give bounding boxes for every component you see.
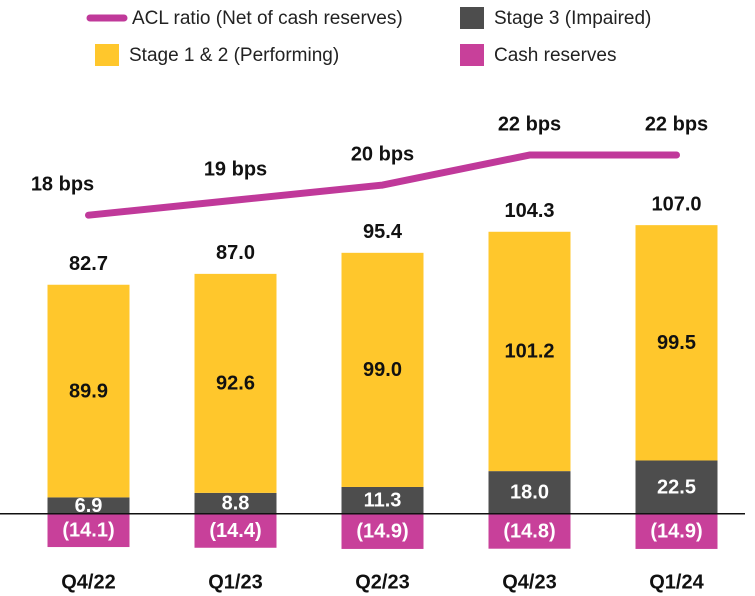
line-series <box>85 151 680 219</box>
total-label: 104.3 <box>504 200 554 222</box>
x-tick-label: Q4/22 <box>61 571 115 593</box>
total-label: 87.0 <box>216 242 255 264</box>
value-label: 18.0 <box>510 482 549 504</box>
legend-label: Stage 3 (Impaired) <box>494 8 651 29</box>
value-label: 101.2 <box>504 341 554 363</box>
bar-segment <box>635 460 718 514</box>
total-label: 107.0 <box>651 193 701 215</box>
legend-label: Cash reserves <box>494 45 617 66</box>
legend-swatch <box>460 7 484 29</box>
legend-label: ACL ratio (Net of cash reserves) <box>132 8 403 29</box>
value-label: (14.9) <box>650 521 702 543</box>
value-label: (14.8) <box>503 520 555 542</box>
value-label: (14.1) <box>62 520 114 542</box>
value-label: 8.8 <box>222 493 250 515</box>
legend-swatch <box>460 44 484 66</box>
x-tick-label: Q2/23 <box>355 571 409 593</box>
value-label: 99.5 <box>657 332 696 354</box>
bar-segment <box>194 513 277 548</box>
bar-segment <box>488 471 571 514</box>
bar-segment <box>194 492 277 514</box>
value-label: (14.9) <box>356 521 408 543</box>
line-label: 22 bps <box>645 113 708 135</box>
value-label: 11.3 <box>364 490 402 512</box>
value-label: 6.9 <box>75 495 103 517</box>
bar-segment <box>488 231 571 472</box>
bar-segment <box>341 486 424 514</box>
line-label: 19 bps <box>204 158 267 180</box>
bar-segment <box>635 225 718 461</box>
line-label: 20 bps <box>351 143 414 165</box>
total-label: 82.7 <box>69 253 108 275</box>
legend-swatch <box>95 44 119 66</box>
total-label: 95.4 <box>363 221 403 243</box>
value-label: (14.4) <box>209 520 261 542</box>
bar-segment <box>488 513 571 549</box>
x-tick-label: Q1/23 <box>208 571 262 593</box>
bar-segment <box>47 284 130 498</box>
value-label: 22.5 <box>657 476 696 498</box>
line-label: 18 bps <box>31 173 94 195</box>
bar-segment <box>635 513 718 549</box>
bar-segment <box>194 273 277 493</box>
value-label: 92.6 <box>216 373 255 395</box>
line-label: 22 bps <box>498 113 561 135</box>
bar-segment <box>47 497 130 514</box>
value-label: 99.0 <box>363 359 402 381</box>
x-tick-label: Q4/23 <box>502 571 556 593</box>
bar-segment <box>47 513 130 548</box>
x-tick-label: Q1/24 <box>649 571 704 593</box>
legend-label: Stage 1 & 2 (Performing) <box>129 45 339 66</box>
bar-segment <box>341 252 424 487</box>
bar-segment <box>341 513 424 549</box>
value-label: 89.9 <box>69 380 108 402</box>
